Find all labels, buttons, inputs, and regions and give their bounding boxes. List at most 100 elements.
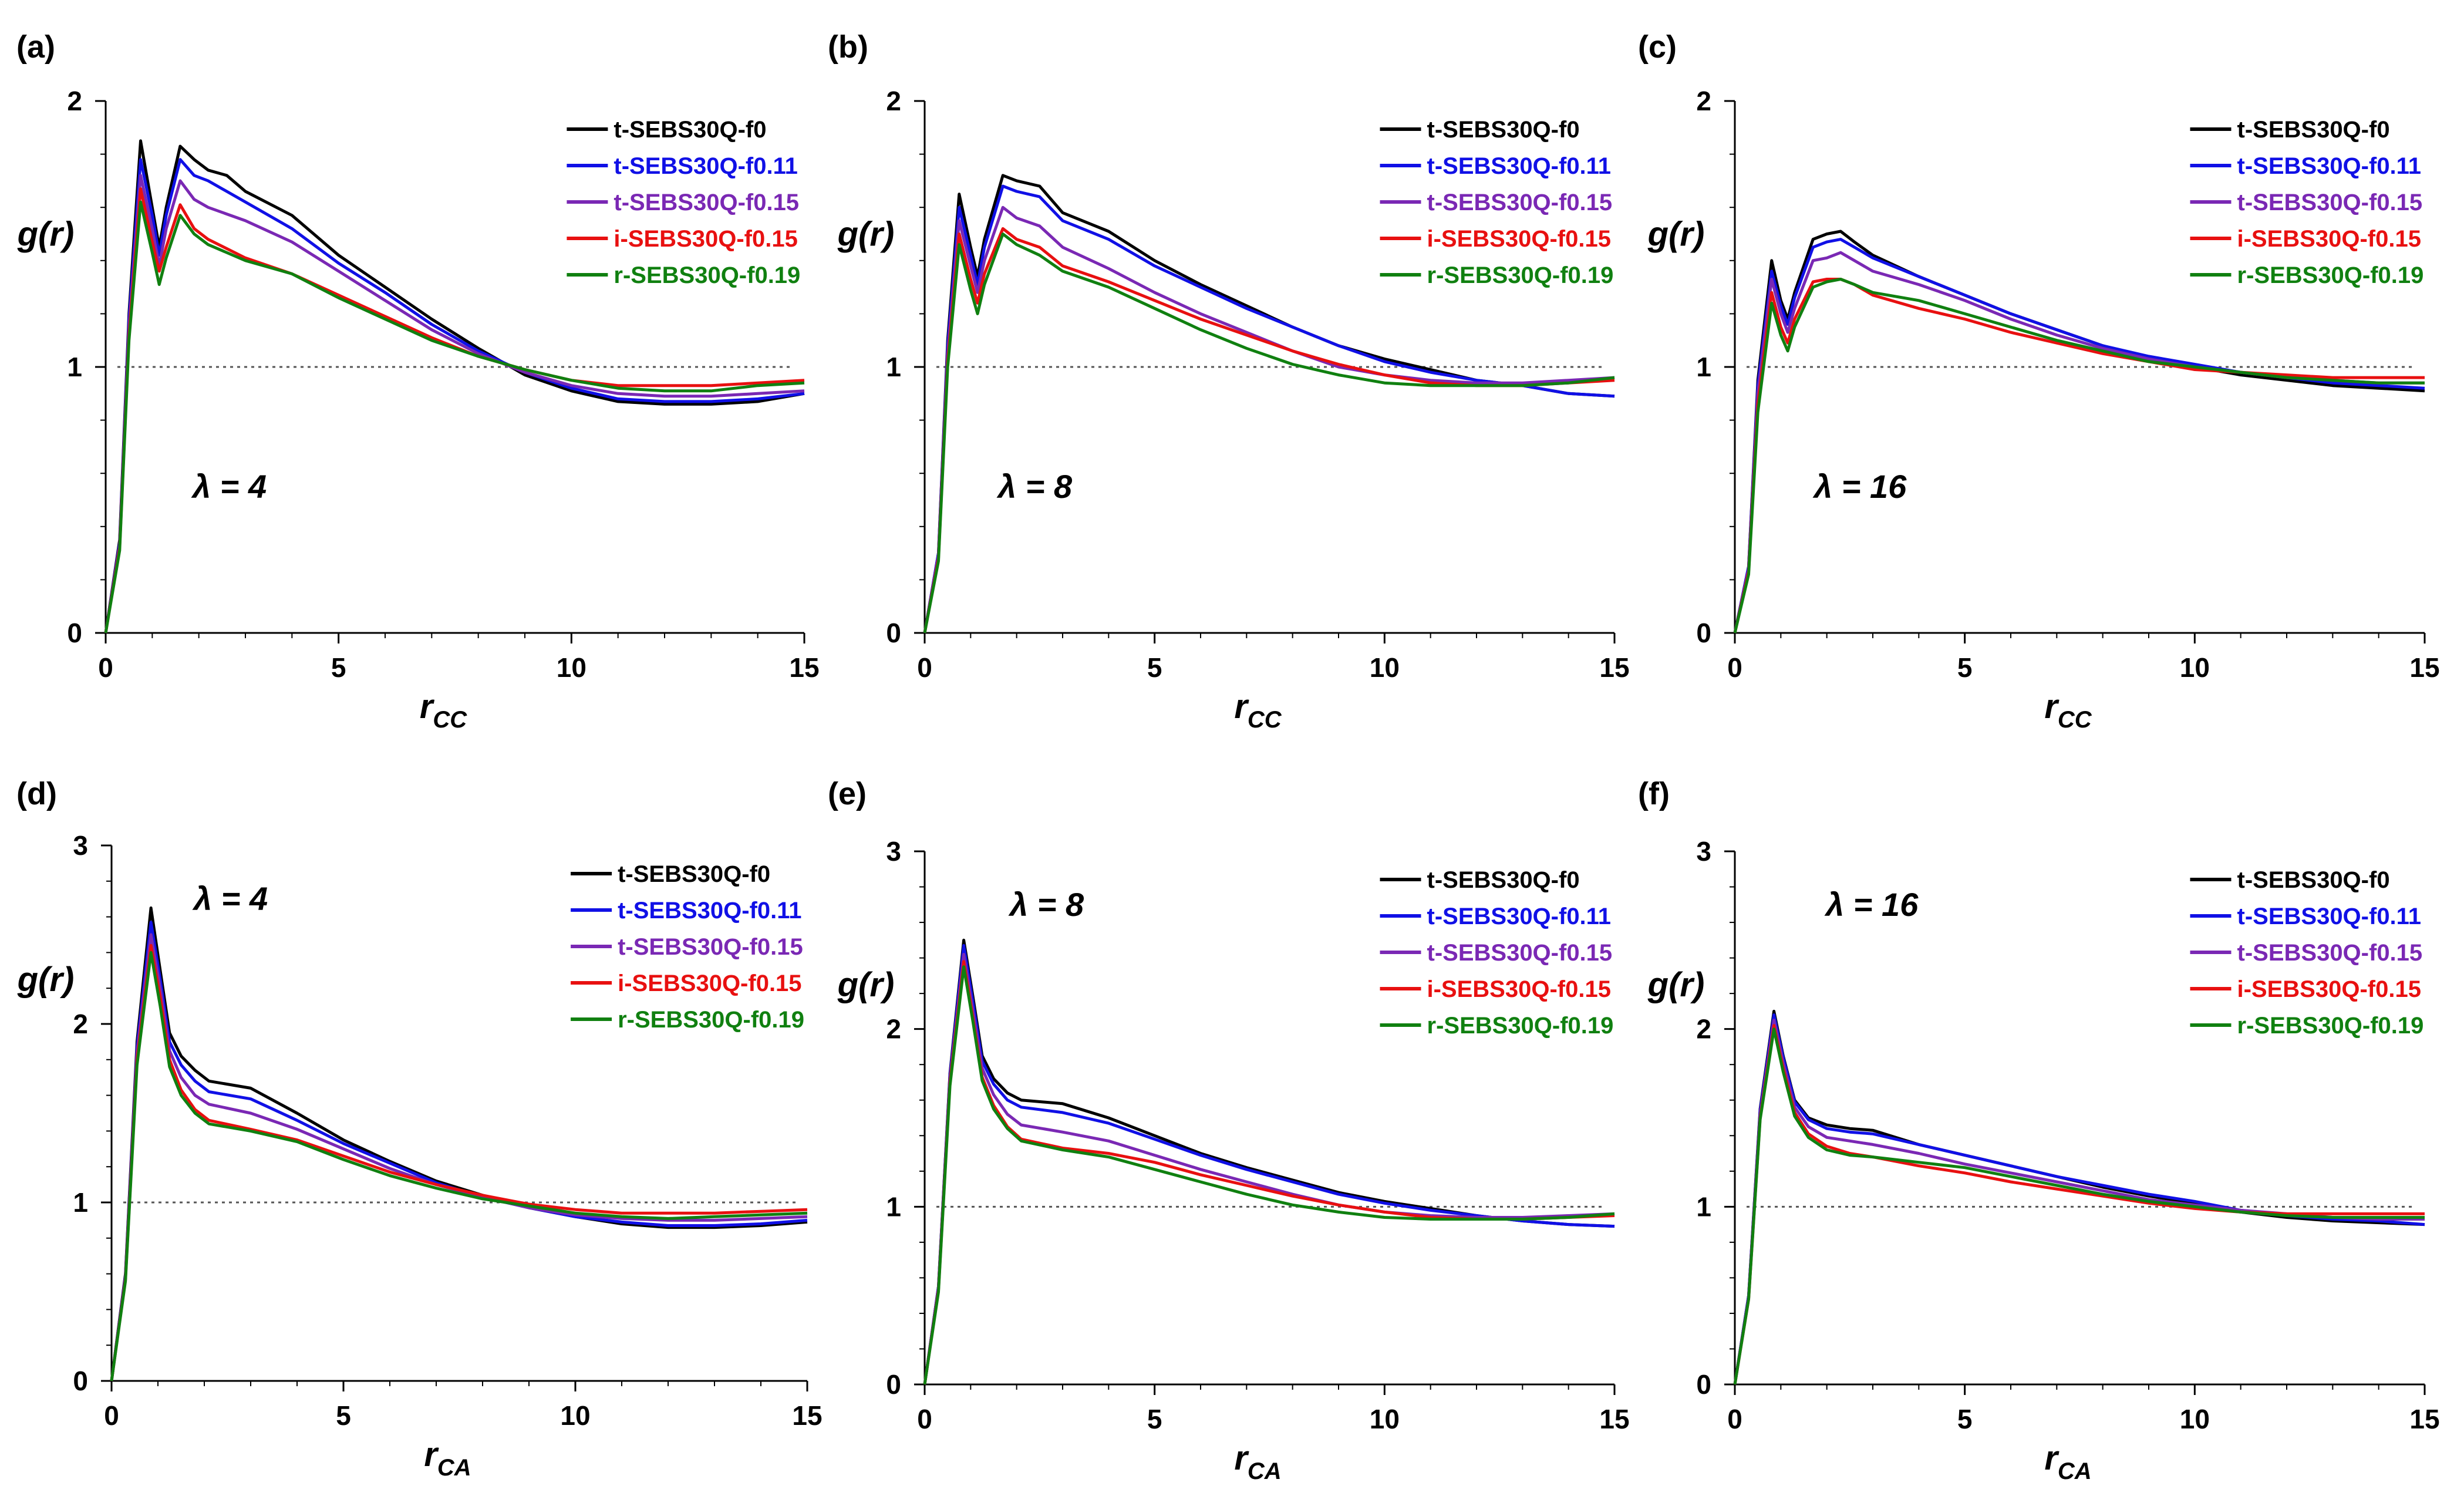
x-tick-label: 0 <box>917 652 932 683</box>
y-axis-label: g(r) <box>837 215 895 254</box>
legend-label: t-SEBS30Q-f0.11 <box>618 898 801 924</box>
series-line-t-SEBS30Q-f0 <box>923 174 1615 634</box>
legend-label: t-SEBS30Q-f0.15 <box>2237 190 2423 215</box>
y-axis-label: g(r) <box>837 966 895 1004</box>
chart-panel-3: (c) 0 1 2 0 5 10 15 g(r) rCC λ = 16 t-SEBS30Q-f0 t-S… <box>1638 29 2440 733</box>
y-tick-label: 1 <box>886 352 901 382</box>
series-line-r-SEBS30Q-f0.19 <box>104 200 805 634</box>
x-tick-label: 15 <box>2409 1404 2439 1434</box>
y-tick-label: 1 <box>1696 352 1711 382</box>
legend-label: t-SEBS30Q-f0.11 <box>1427 153 1611 179</box>
y-tick-label: 1 <box>73 1187 88 1218</box>
legend-label: r-SEBS30Q-f0.19 <box>1427 262 1614 288</box>
lambda-label: λ = 4 <box>191 468 267 505</box>
chart-panel-6: (f) 0 1 2 3 0 5 10 15 g(r) rCA λ = 16 t-SEBS30Q-f0 t-… <box>1638 776 2440 1484</box>
chart-panel-2: (b) 0 1 2 0 5 10 15 g(r) rCC λ = 8 t-SEBS30Q-f0 t-SE… <box>828 29 1630 733</box>
series-line-r-SEBS30Q-f0.19 <box>1733 278 2425 634</box>
x-tick-label: 5 <box>331 652 346 683</box>
x-tick-label: 15 <box>2409 652 2439 683</box>
x-tick-label: 0 <box>917 1404 932 1434</box>
series-line-i-SEBS30Q-f0.15 <box>104 187 805 634</box>
series-line-t-SEBS30Q-f0 <box>1733 1009 2425 1385</box>
x-axis-label: rCA <box>2044 1439 2091 1484</box>
y-tick-label: 0 <box>886 618 901 648</box>
y-tick-label: 3 <box>73 830 88 861</box>
y-tick-label: 1 <box>886 1191 901 1222</box>
x-tick-label: 15 <box>1599 652 1629 683</box>
legend-label: t-SEBS30Q-f0.11 <box>2237 904 2421 929</box>
series-line-t-SEBS30Q-f0 <box>1733 230 2425 634</box>
legend-label: t-SEBS30Q-f0.15 <box>2237 940 2423 966</box>
x-tick-label: 5 <box>1147 1404 1162 1434</box>
y-tick-label: 0 <box>886 1369 901 1400</box>
y-tick-label: 3 <box>1696 836 1711 867</box>
legend-label: t-SEBS30Q-f0 <box>1427 117 1580 143</box>
legend-label: i-SEBS30Q-f0.15 <box>1427 976 1611 1002</box>
chart-panel-4: (d) 0 1 2 3 0 5 10 15 g(r) rCA λ = 4 t-SEBS30Q-f0 t-S… <box>16 776 823 1481</box>
x-tick-label: 10 <box>2180 1404 2210 1434</box>
legend-label: t-SEBS30Q-f0.15 <box>614 190 799 215</box>
series-line-i-SEBS30Q-f0.15 <box>923 227 1615 634</box>
y-axis-label: g(r) <box>17 961 75 999</box>
legend-label: i-SEBS30Q-f0.15 <box>1427 226 1611 252</box>
panel-label: (c) <box>1638 29 1677 65</box>
series-line-t-SEBS30Q-f0.11 <box>104 158 805 634</box>
series-line-t-SEBS30Q-f0.11 <box>1733 1013 2425 1385</box>
series-line-t-SEBS30Q-f0.11 <box>923 944 1615 1385</box>
x-tick-label: 0 <box>104 1400 119 1431</box>
legend-label: t-SEBS30Q-f0.15 <box>1427 190 1613 215</box>
panel-label: (d) <box>16 776 57 811</box>
legend-label: r-SEBS30Q-f0.19 <box>614 262 800 288</box>
x-tick-label: 5 <box>336 1400 351 1431</box>
x-tick-label: 0 <box>1727 1404 1742 1434</box>
y-tick-label: 2 <box>1696 86 1711 116</box>
y-tick-label: 1 <box>1696 1191 1711 1222</box>
panel-label: (a) <box>16 29 55 65</box>
series-line-r-SEBS30Q-f0.19 <box>923 232 1615 634</box>
legend-label: r-SEBS30Q-f0.19 <box>2237 262 2424 288</box>
series-line-t-SEBS30Q-f0.15 <box>104 174 805 634</box>
legend-label: r-SEBS30Q-f0.19 <box>618 1007 804 1033</box>
x-tick-label: 10 <box>1370 652 1400 683</box>
x-tick-label: 15 <box>1599 1404 1629 1434</box>
legend-label: t-SEBS30Q-f0.11 <box>614 153 797 179</box>
y-axis-label: g(r) <box>17 215 75 254</box>
x-tick-label: 15 <box>792 1400 822 1431</box>
y-tick-label: 2 <box>67 86 82 116</box>
series-line-i-SEBS30Q-f0.15 <box>1733 1024 2425 1385</box>
legend-label: t-SEBS30Q-f0 <box>1427 867 1580 893</box>
x-tick-label: 10 <box>2180 652 2210 683</box>
legend-label: r-SEBS30Q-f0.19 <box>1427 1013 1614 1039</box>
series-line-r-SEBS30Q-f0.19 <box>110 951 808 1381</box>
series-line-t-SEBS30Q-f0.15 <box>1733 251 2425 634</box>
series-line-t-SEBS30Q-f0.15 <box>923 205 1615 634</box>
lambda-label: λ = 4 <box>192 880 268 917</box>
x-tick-label: 0 <box>1727 652 1742 683</box>
panel-label: (e) <box>828 776 867 811</box>
legend-label: t-SEBS30Q-f0.15 <box>1427 940 1613 966</box>
y-tick-label: 2 <box>1696 1014 1711 1044</box>
series-line-t-SEBS30Q-f0.11 <box>1733 238 2425 634</box>
x-tick-label: 5 <box>1957 1404 1973 1434</box>
x-tick-label: 15 <box>789 652 819 683</box>
lambda-label: λ = 8 <box>996 468 1073 505</box>
legend-label: i-SEBS30Q-f0.15 <box>2237 226 2421 252</box>
series-line-t-SEBS30Q-f0.15 <box>1733 1019 2425 1385</box>
y-tick-label: 3 <box>886 836 901 867</box>
legend-label: t-SEBS30Q-f0 <box>618 861 770 887</box>
y-axis-label: g(r) <box>1647 966 1705 1004</box>
legend-label: t-SEBS30Q-f0.11 <box>1427 904 1611 929</box>
series-line-t-SEBS30Q-f0 <box>923 938 1615 1385</box>
series-line-t-SEBS30Q-f0.15 <box>110 933 808 1381</box>
y-tick-label: 2 <box>886 1014 901 1044</box>
lambda-label: λ = 8 <box>1008 886 1084 923</box>
x-axis-label: rCC <box>2044 688 2092 733</box>
x-tick-label: 10 <box>1370 1404 1400 1434</box>
legend-label: t-SEBS30Q-f0.15 <box>618 934 803 960</box>
x-tick-label: 5 <box>1957 652 1973 683</box>
x-tick-label: 5 <box>1147 652 1162 683</box>
legend-label: r-SEBS30Q-f0.19 <box>2237 1013 2424 1039</box>
legend-label: t-SEBS30Q-f0 <box>614 117 766 143</box>
series-line-t-SEBS30Q-f0 <box>104 139 805 634</box>
